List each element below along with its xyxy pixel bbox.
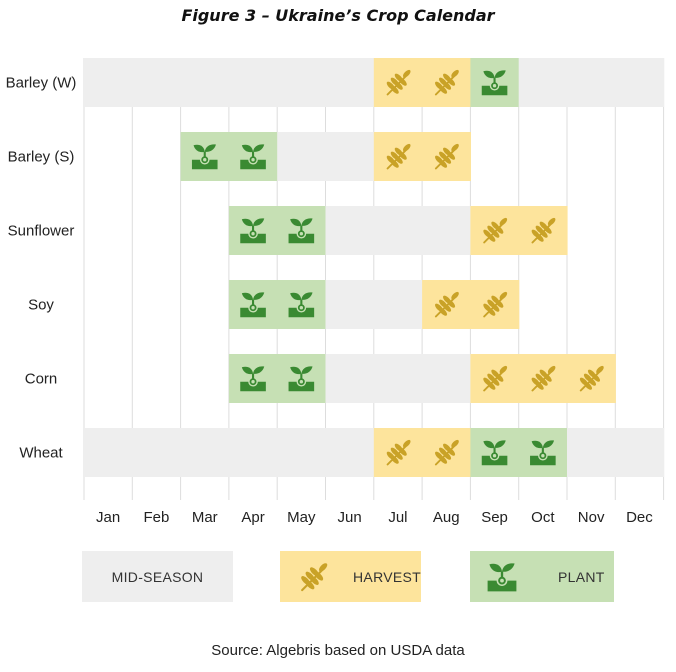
crop-label: Soy (28, 297, 54, 314)
legend-mid-season-label: MID-SEASON (111, 568, 204, 585)
cell-mid-season (228, 428, 278, 477)
cell-mid-season (132, 58, 182, 107)
cell-mid-season (325, 354, 375, 403)
sprout-icon (481, 70, 508, 96)
month-label: May (287, 509, 316, 526)
legend-harvest: HARVEST (280, 551, 421, 602)
sprout-icon (288, 292, 315, 318)
cell-mid-season (180, 58, 230, 107)
cell-mid-season (518, 58, 568, 107)
wheat-icon (483, 291, 508, 318)
wheat-icon (434, 291, 459, 318)
sprout-icon (240, 366, 266, 392)
source-note: Source: Algebris based on USDA data (211, 642, 465, 659)
cell-mid-season (277, 132, 327, 181)
sprout-icon (240, 218, 266, 244)
wheat-icon (434, 439, 459, 466)
month-label: Jul (388, 509, 407, 526)
month-label: Jan (96, 509, 120, 526)
cell-mid-season (422, 354, 471, 403)
sprout-icon (240, 144, 266, 170)
sprout-icon (240, 292, 266, 318)
wheat-icon (434, 143, 459, 170)
month-label: Oct (531, 509, 555, 526)
cell-mid-season (325, 206, 375, 255)
wheat-icon (483, 365, 508, 392)
wheat-icon (579, 365, 604, 392)
wheat-icon (483, 217, 508, 244)
crop-row: Sunflower (8, 206, 568, 255)
cell-mid-season (422, 206, 471, 255)
chart-title: Figure 3 – Ukraine’s Crop Calendar (181, 6, 495, 25)
sprout-icon (288, 218, 315, 244)
wheat-icon (531, 217, 556, 244)
legend-mid-season: MID-SEASON (82, 551, 233, 602)
legend-harvest-label: HARVEST (353, 568, 421, 585)
cell-mid-season (325, 428, 375, 477)
legend-plant: PLANT (470, 551, 614, 602)
crop-label: Wheat (19, 445, 63, 462)
crop-calendar-chart: Barley (W) Barley (S) Sunflower Soy Corn Whea… (6, 58, 665, 526)
wheat-icon (386, 439, 411, 466)
sprout-icon (487, 562, 517, 591)
cell-mid-season (567, 428, 616, 477)
cell-mid-season (373, 354, 423, 403)
cell-mid-season (84, 428, 133, 477)
cell-mid-season (615, 428, 665, 477)
cell-mid-season (277, 428, 327, 477)
crop-label: Sunflower (8, 223, 75, 240)
month-label: Jun (338, 509, 362, 526)
sprout-icon (288, 366, 315, 392)
crop-row: Soy (28, 280, 520, 329)
wheat-icon (301, 562, 328, 591)
legend-plant-label: PLANT (558, 568, 605, 585)
cell-mid-season (373, 280, 423, 329)
sprout-icon (481, 440, 508, 466)
month-label: Dec (626, 509, 653, 526)
month-label: Feb (144, 509, 170, 526)
crop-label: Corn (25, 371, 58, 388)
cell-mid-season (228, 58, 278, 107)
month-label: Sep (481, 509, 508, 526)
cell-mid-season (84, 58, 133, 107)
wheat-icon (386, 143, 411, 170)
crop-row: Barley (W) (6, 58, 665, 107)
cell-mid-season (325, 58, 375, 107)
cell-mid-season (132, 428, 182, 477)
wheat-icon (434, 69, 459, 96)
crop-row: Barley (S) (8, 132, 471, 181)
cell-mid-season (277, 58, 327, 107)
cell-mid-season (325, 280, 375, 329)
sprout-icon (191, 144, 218, 170)
sprout-icon (530, 440, 556, 466)
wheat-icon (386, 69, 411, 96)
wheat-icon (531, 365, 556, 392)
crop-label: Barley (W) (6, 75, 77, 92)
month-label: Aug (433, 509, 460, 526)
month-label: Mar (192, 509, 218, 526)
cell-mid-season (180, 428, 230, 477)
cell-mid-season (325, 132, 375, 181)
crop-row: Corn (25, 354, 616, 403)
cell-mid-season (373, 206, 423, 255)
month-label: Apr (241, 509, 264, 526)
crop-label: Barley (S) (8, 149, 75, 166)
month-label: Nov (578, 509, 605, 526)
cell-mid-season (615, 58, 665, 107)
crop-row: Wheat (19, 428, 665, 477)
cell-mid-season (567, 58, 616, 107)
